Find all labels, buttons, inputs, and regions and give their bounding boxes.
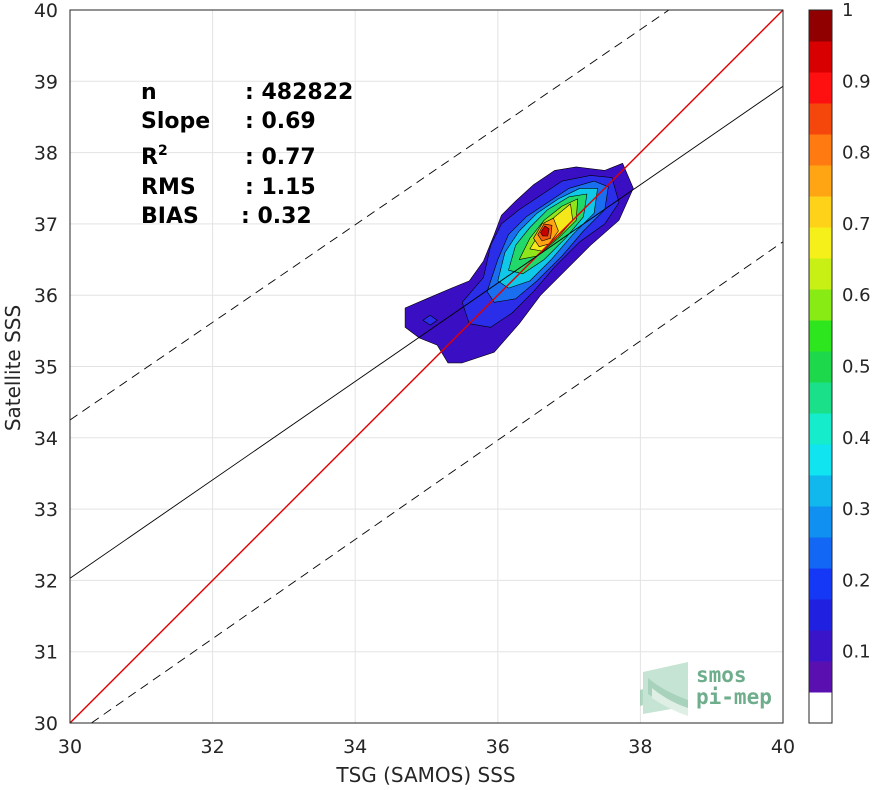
colorbar-segment-14 <box>809 258 832 290</box>
stat-bias-value: : 0.32 <box>241 204 312 229</box>
colorbar-tick-label-3: 0.4 <box>842 428 871 449</box>
colorbar-segment-21 <box>809 41 832 73</box>
y-tick-label-8: 38 <box>34 143 58 165</box>
density-contour-secondary <box>422 314 438 326</box>
y-tick-label-3: 33 <box>34 499 58 521</box>
colorbar-segment-19 <box>809 103 832 135</box>
colorbar-segment-5 <box>809 537 832 569</box>
watermark-logo: smos pi-mep <box>640 662 772 716</box>
colorbar-tick-labels: 0.1 0.2 0.3 0.4 0.5 0.6 0.7 0.8 0.9 1 <box>842 0 871 663</box>
ref-line-upper-bound <box>69 9 670 421</box>
colorbar-segment-22 <box>809 10 832 42</box>
colorbar-tick-label-4: 0.5 <box>842 357 871 378</box>
colorbar-segment-7 <box>809 475 832 507</box>
colorbar-segment-2 <box>809 630 832 662</box>
y-tick-label-9: 39 <box>34 71 58 93</box>
density-contour-9 <box>540 225 550 237</box>
colorbar-tick-label-9: 1 <box>842 0 853 21</box>
colorbar <box>809 10 832 724</box>
logo-waves-icon <box>640 662 688 716</box>
y-tick-label-6: 36 <box>34 285 58 307</box>
colorbar-segment-15 <box>809 227 832 259</box>
x-tick-label-5: 40 <box>771 736 795 758</box>
stat-slope-label: Slope <box>141 109 210 134</box>
colorbar-frame <box>808 9 833 724</box>
colorbar-segment-10 <box>809 382 832 414</box>
colorbar-segment-0 <box>809 692 832 724</box>
colorbar-tick-label-2: 0.3 <box>842 499 871 520</box>
y-tick-label-0: 30 <box>34 713 58 735</box>
plot-frame <box>69 9 784 724</box>
colorbar-segment-6 <box>809 506 832 538</box>
colorbar-segment-13 <box>809 289 832 321</box>
x-tick-labels: 30 32 34 36 38 40 <box>58 736 795 758</box>
ref-line-regression <box>69 85 784 579</box>
colorbar-segment-16 <box>809 196 832 228</box>
colorbar-tick-label-1: 0.2 <box>842 570 871 591</box>
colorbar-segment-18 <box>809 134 832 166</box>
y-tick-label-1: 31 <box>34 642 58 664</box>
colorbar-segment-4 <box>809 568 832 600</box>
colorbar-segment-11 <box>809 351 832 383</box>
colorbar-segment-8 <box>809 444 832 476</box>
y-tick-labels: 30 31 32 33 34 35 36 37 38 39 40 <box>34 0 58 735</box>
logo-text-line2: pi-mep <box>696 685 772 709</box>
stat-r2-value: : 0.77 <box>245 145 316 170</box>
reference-lines <box>69 9 784 724</box>
x-axis-label: TSG (SAMOS) SSS <box>335 763 515 787</box>
x-tick-label-0: 30 <box>58 736 82 758</box>
stat-r2-label: R2 <box>141 143 168 170</box>
x-tick-label-2: 34 <box>343 736 367 758</box>
colorbar-segment-1 <box>809 661 832 693</box>
colorbar-tick-label-7: 0.8 <box>842 143 871 164</box>
colorbar-tick-label-0: 0.1 <box>842 642 871 663</box>
stat-rms-label: RMS <box>141 175 196 200</box>
stat-slope-value: : 0.69 <box>245 109 316 134</box>
colorbar-tick-label-5: 0.6 <box>842 285 871 306</box>
stat-r2-superscript: 2 <box>158 143 168 159</box>
colorbar-segment-12 <box>809 320 832 352</box>
ref-line-one-to-one <box>69 9 784 724</box>
x-tick-label-1: 32 <box>201 736 225 758</box>
y-tick-label-7: 37 <box>34 214 58 236</box>
x-tick-label-3: 36 <box>486 736 510 758</box>
y-tick-label-2: 32 <box>34 570 58 592</box>
y-tick-label-5: 35 <box>34 357 58 379</box>
colorbar-segment-20 <box>809 72 832 104</box>
stat-bias-label: BIAS <box>141 204 199 229</box>
y-tick-label-10: 40 <box>34 0 58 22</box>
statistics-block: n : 482822 Slope : 0.69 R2 : 0.77 RMS : … <box>141 80 353 229</box>
y-tick-label-4: 34 <box>34 428 58 450</box>
stat-n-value: : 482822 <box>245 80 353 105</box>
logo-text-line1: smos <box>696 663 747 687</box>
stat-n-label: n <box>141 80 157 105</box>
colorbar-segment-17 <box>809 165 832 197</box>
colorbar-segment-9 <box>809 413 832 445</box>
colorbar-tick-label-6: 0.7 <box>842 214 871 235</box>
colorbar-segment-3 <box>809 599 832 631</box>
x-tick-label-4: 38 <box>628 736 652 758</box>
stat-rms-value: : 1.15 <box>245 175 316 200</box>
colorbar-tick-label-8: 0.9 <box>842 71 871 92</box>
y-axis-label: Satellite SSS <box>1 305 25 431</box>
stat-r2-base: R <box>141 145 158 170</box>
ref-line-lower-bound <box>91 241 784 724</box>
